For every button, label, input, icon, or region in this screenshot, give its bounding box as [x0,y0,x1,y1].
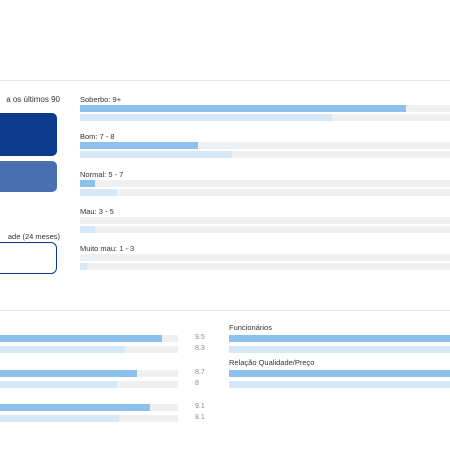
category-track [229,335,450,342]
category-value-secondary: 8.1 [195,414,205,421]
category-fill [229,335,450,342]
distribution-row: Muito mau: 1 - 3 [80,244,450,270]
category-track-secondary [0,415,178,422]
category-value-secondary: 8 [195,380,199,387]
distribution-track [80,142,450,149]
distribution-track [80,254,450,261]
distribution-fill-secondary [80,114,332,121]
distribution-track [80,180,450,187]
category-fill-secondary [229,346,450,353]
distribution-track-secondary [80,114,450,121]
distribution-fill [80,180,95,187]
category-fill-secondary [0,346,125,353]
distribution-track [80,217,450,224]
distribution-fill-secondary [80,263,88,270]
distribution-label: Normal: 5 - 7 [80,170,124,179]
category-track [0,404,178,411]
distribution-label: Muito mau: 1 - 3 [80,244,135,253]
category-value: 9.5 [195,334,205,341]
category-fill-secondary [229,381,450,388]
section-divider [0,310,450,311]
category-value-secondary: 8.3 [195,345,205,352]
distribution-row: Soberbo: 9+ [80,95,450,121]
distribution-row: Normal: 5 - 7 [80,170,450,196]
score-card-secondary[interactable] [0,161,57,192]
category-track-secondary [229,346,450,353]
period-selector[interactable] [0,242,57,274]
top-divider [0,80,450,81]
score-card-primary[interactable] [0,113,57,156]
category-track-secondary [0,381,178,388]
category-fill [0,404,150,411]
distribution-label: Soberbo: 9+ [80,95,122,104]
category-fill [0,370,138,377]
distribution-fill [80,142,199,149]
distribution-row: Bom: 7 - 8 [80,132,450,158]
category-track-secondary [0,346,178,353]
category-label: Relação Qualidade/Preço [229,358,315,367]
category-track-secondary [229,381,450,388]
category-track [0,335,178,342]
category-value: 8.7 [195,369,205,376]
summary-period-text: ade (24 meses) [7,232,60,241]
distribution-track [80,105,450,112]
distribution-label: Mau: 3 - 5 [80,207,114,216]
distribution-fill-secondary [80,189,117,196]
distribution-track-secondary [80,226,450,233]
distribution-track-secondary [80,189,450,196]
distribution-track-secondary [80,151,450,158]
distribution-row: Mau: 3 - 5 [80,207,450,233]
category-fill-secondary [0,415,120,422]
summary-intro-text: a os últimos 90 [6,95,60,104]
category-fill [229,370,450,377]
category-fill-secondary [0,381,118,388]
category-label: Funcionários [229,323,272,332]
category-track [229,370,450,377]
category-value: 9.1 [195,403,205,410]
distribution-label: Bom: 7 - 8 [80,132,115,141]
distribution-fill [80,105,406,112]
category-fill [0,335,162,342]
summary-panel: a os últimos 90 ade (24 meses) [0,80,70,310]
distribution-fill-secondary [80,226,95,233]
distribution-fill-secondary [80,151,232,158]
distribution-track-secondary [80,263,450,270]
category-track [0,370,178,377]
